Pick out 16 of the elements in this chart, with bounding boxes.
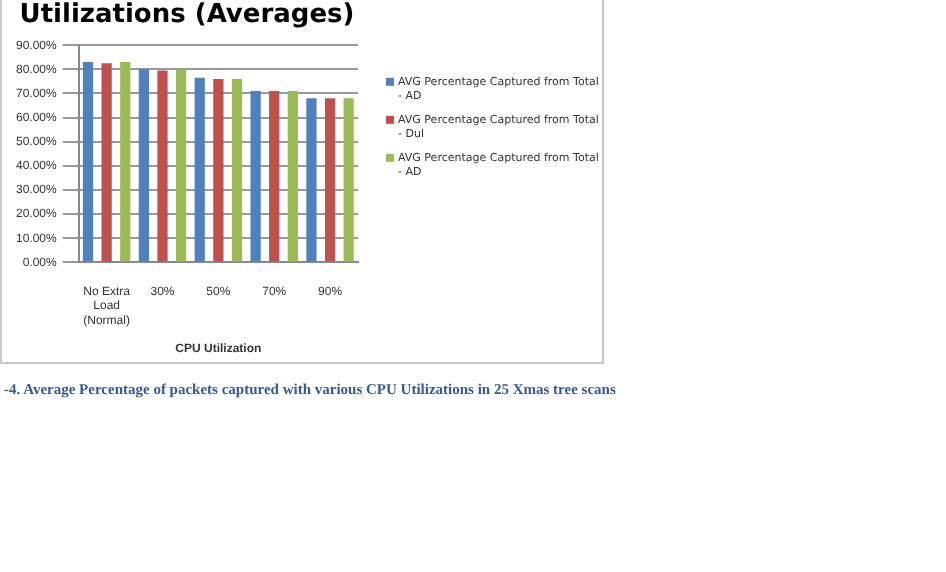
bar	[231, 78, 243, 262]
bar	[250, 91, 261, 262]
bar	[194, 77, 205, 262]
bar	[306, 98, 317, 262]
bar	[343, 98, 354, 262]
bar	[157, 70, 168, 262]
bar	[101, 63, 112, 262]
bar	[269, 91, 280, 262]
bar	[213, 78, 224, 262]
bar	[138, 69, 149, 262]
bar	[175, 69, 187, 262]
bar	[120, 62, 131, 262]
bar	[287, 91, 298, 262]
bar	[82, 62, 94, 262]
bar	[324, 98, 336, 262]
chart-title: Utilizations (Averages)	[17, 0, 357, 30]
